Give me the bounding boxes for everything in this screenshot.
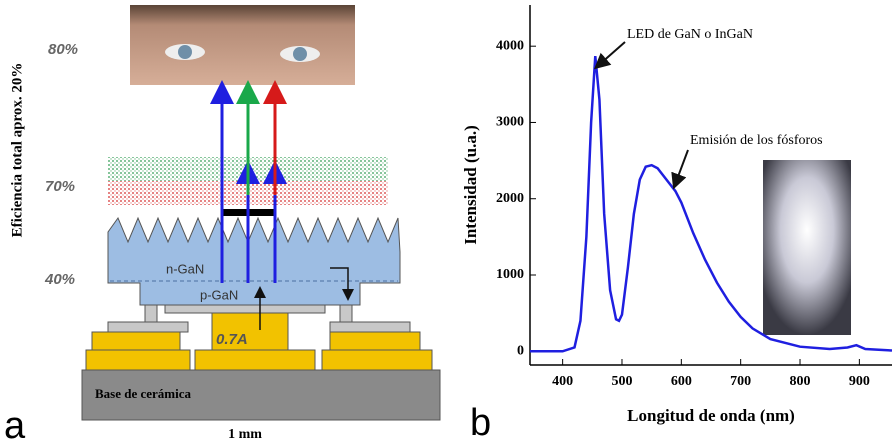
layer-label: n-GaN [166,261,204,276]
layer-label: p-GaN [200,287,238,302]
x-tick-label: 400 [552,374,573,389]
x-tick-label: 900 [849,374,870,389]
panel-label: b [470,402,491,444]
y-tick-label: 4000 [496,38,524,53]
annotation: LED de GaN o InGaN [627,27,753,42]
level-label: 70% [45,178,75,195]
current-arrow [330,267,354,301]
chip [107,216,401,306]
annotation-arrow [671,149,689,190]
iris [178,45,192,59]
chart: 0 1000 2000 3000 4000 400 500 600 700 800 900 Longi… [461,5,892,444]
level-label: 40% [44,271,75,288]
inset-photo [763,160,851,335]
x-tick-label: 500 [611,374,632,389]
y-tick-label: 1000 [496,267,524,282]
x-tick-label: 700 [730,374,751,389]
x-axis-label: Longitud de onda (nm) [627,406,795,425]
pad [91,331,181,351]
pad [329,331,421,351]
x-tick-label: 600 [671,374,692,389]
y-tick-label: 3000 [496,115,524,130]
pad [321,349,433,371]
pad [85,349,191,371]
y-tick-label: 2000 [496,191,524,206]
y-axis-label: Intensidad (u.a.) [461,125,480,245]
y-tick-label: 0 [517,343,524,358]
ceramic-base [81,369,441,421]
level-label: 80% [48,41,78,58]
scale-label: 1 mm [228,427,262,442]
annotation: Emisión de los fósforos [690,133,823,148]
base-label: Base de cerámica [95,386,192,401]
side-label: Eficiencia total aprox. 20% [9,63,25,238]
panel-label: a [4,405,26,446]
pad [194,349,316,371]
diagram: Eficiencia total aprox. 20% 80% 70% 40% … [4,5,441,446]
current-label: 0.7A [216,331,248,348]
contact [107,321,189,333]
contact [329,321,411,333]
x-tick-label: 800 [790,374,811,389]
contact [164,304,326,314]
annotation-arrow [593,41,626,70]
eye-photo [130,5,355,85]
iris [293,47,307,61]
